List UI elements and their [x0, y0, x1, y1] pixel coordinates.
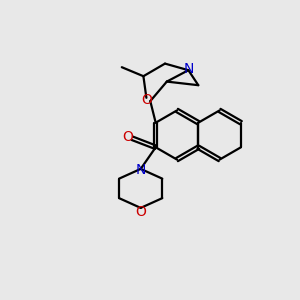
Text: O: O	[135, 205, 146, 218]
Text: O: O	[122, 130, 133, 144]
Text: O: O	[141, 93, 152, 106]
Text: N: N	[136, 163, 146, 177]
Text: N: N	[183, 62, 194, 76]
